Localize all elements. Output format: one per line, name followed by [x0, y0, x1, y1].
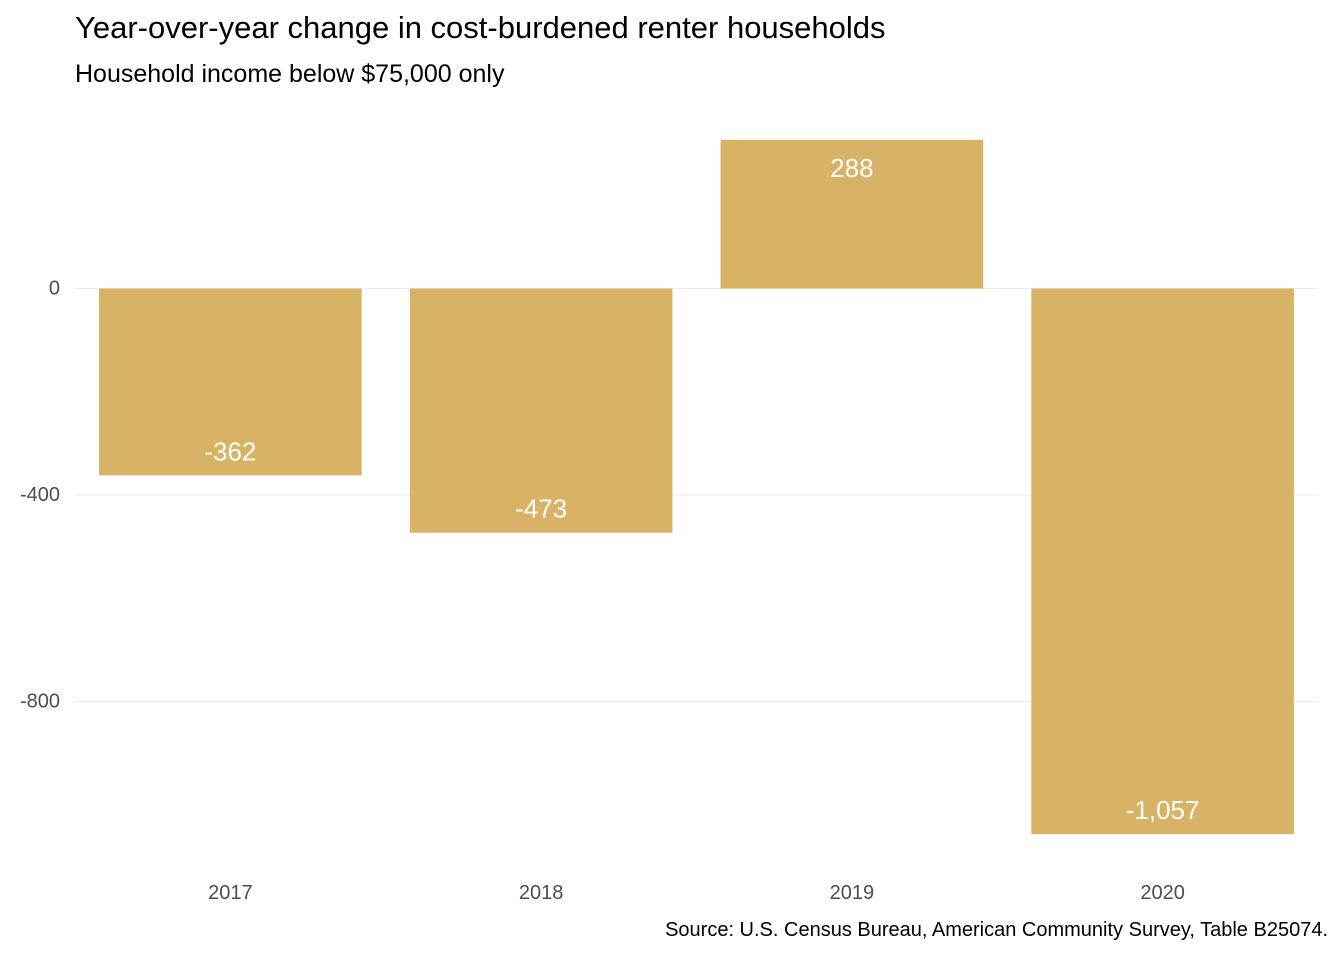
data-labels: -362 -473 288 -1,057 — [204, 153, 1199, 825]
data-label-2020: -1,057 — [1126, 795, 1200, 825]
data-label-2018: -473 — [515, 494, 567, 524]
data-label-2017: -362 — [204, 436, 256, 466]
data-label-2019: 288 — [830, 153, 873, 183]
bar-2018 — [409, 288, 673, 533]
bar-2020 — [1031, 288, 1294, 835]
x-axis: 2017 2018 2019 2020 — [208, 882, 1185, 904]
chart-subtitle: Household income below $75,000 only — [75, 60, 505, 88]
x-tick-label-2017: 2017 — [208, 882, 253, 904]
bars — [99, 139, 1294, 835]
y-tick-label-0: 0 — [49, 278, 60, 300]
y-tick-label-1: -400 — [20, 484, 60, 506]
chart-title: Year-over-year change in cost-burdened r… — [75, 10, 886, 45]
bar-2017 — [99, 288, 362, 476]
x-tick-label-2019: 2019 — [830, 882, 875, 904]
chart-caption: Source: U.S. Census Bureau, American Com… — [665, 919, 1328, 941]
x-tick-label-2018: 2018 — [519, 882, 564, 904]
y-axis: 0 -400 -800 — [20, 278, 60, 713]
y-tick-label-2: -800 — [20, 691, 60, 713]
x-tick-label-2020: 2020 — [1140, 882, 1185, 904]
bar-2019 — [720, 139, 984, 289]
